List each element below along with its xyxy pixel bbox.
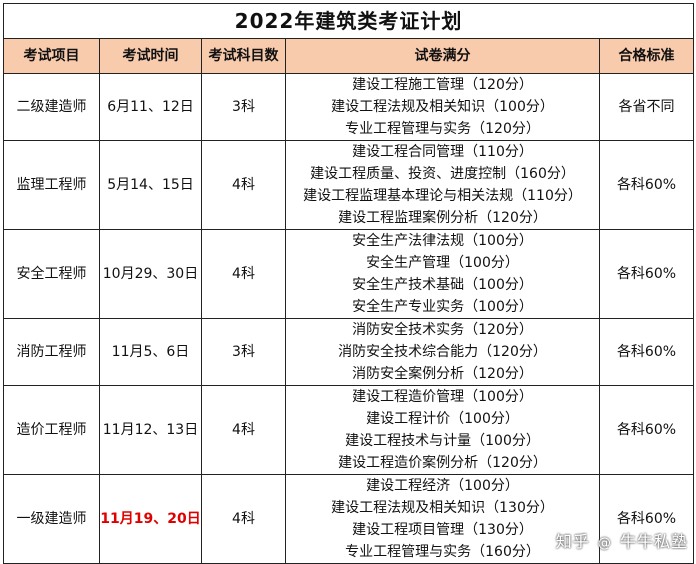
paper-list: 建设工程经济（100分） 建设工程法规及相关知识（130分） 建设工程项目管理（… bbox=[285, 474, 600, 564]
table-row: 监理工程师 5月14、15日 4科 建设工程合同管理（110分） 建设工程质量、… bbox=[3, 140, 694, 230]
title-row: 2022年建筑类考证计划 bbox=[3, 3, 694, 39]
paper-list: 建设工程造价管理（100分） 建设工程计价（100分） 建设工程技术与计量（10… bbox=[285, 385, 600, 475]
header-subject-count: 考试科目数 bbox=[201, 38, 286, 74]
pass-standard: 各科60% bbox=[599, 318, 694, 386]
header-exam-date: 考试时间 bbox=[99, 38, 202, 74]
paper-item: 建设工程造价案例分析（120分） bbox=[338, 455, 547, 471]
subject-count: 4科 bbox=[201, 474, 286, 564]
exam-date: 10月29、30日 bbox=[99, 229, 202, 319]
paper-item: 建设工程项目管理（130分） bbox=[352, 522, 533, 538]
table-row: 消防工程师 11月5、6日 3科 消防安全技术实务（120分） 消防安全技术综合… bbox=[3, 318, 694, 386]
paper-list: 建设工程施工管理（120分） 建设工程法规及相关知识（100分） 专业工程管理与… bbox=[285, 73, 600, 141]
header-row: 考试项目 考试时间 考试科目数 试卷满分 合格标准 bbox=[3, 38, 694, 74]
exam-name: 二级建造师 bbox=[3, 73, 100, 141]
pass-standard: 各科60% bbox=[599, 229, 694, 319]
watermark-site: 知乎 bbox=[555, 532, 590, 551]
paper-item: 安全生产法律法规（100分） bbox=[352, 233, 533, 249]
pass-standard: 各省不同 bbox=[599, 73, 694, 141]
exam-date-highlighted: 11月19、20日 bbox=[99, 474, 202, 564]
paper-item: 建设工程法规及相关知识（100分） bbox=[331, 99, 554, 115]
paper-item: 建设工程造价管理（100分） bbox=[352, 389, 533, 405]
paper-item: 安全生产管理（100分） bbox=[366, 255, 519, 271]
exam-date: 5月14、15日 bbox=[99, 140, 202, 230]
exam-date: 11月12、13日 bbox=[99, 385, 202, 475]
table-row: 二级建造师 6月11、12日 3科 建设工程施工管理（120分） 建设工程法规及… bbox=[3, 73, 694, 141]
paper-item: 建设工程施工管理（120分） bbox=[352, 77, 533, 93]
exam-name: 一级建造师 bbox=[3, 474, 100, 564]
paper-item: 建设工程合同管理（110分） bbox=[352, 144, 533, 160]
header-paper-scores: 试卷满分 bbox=[285, 38, 600, 74]
subject-count: 4科 bbox=[201, 229, 286, 319]
paper-item: 安全生产专业实务（100分） bbox=[352, 299, 533, 315]
exam-plan-table: 2022年建筑类考证计划 考试项目 考试时间 考试科目数 试卷满分 合格标准 二… bbox=[3, 3, 694, 564]
paper-list: 建设工程合同管理（110分） 建设工程质量、投资、进度控制（160分） 建设工程… bbox=[285, 140, 600, 230]
subject-count: 4科 bbox=[201, 385, 286, 475]
exam-name: 监理工程师 bbox=[3, 140, 100, 230]
paper-item: 消防安全技术综合能力（120分） bbox=[338, 344, 547, 360]
watermark: 知乎 @ 牛牛私塾 bbox=[556, 528, 688, 552]
exam-date: 11月5、6日 bbox=[99, 318, 202, 386]
exam-name: 造价工程师 bbox=[3, 385, 100, 475]
paper-item: 建设工程法规及相关知识（130分） bbox=[331, 500, 554, 516]
exam-date: 6月11、12日 bbox=[99, 73, 202, 141]
paper-item: 专业工程管理与实务（160分） bbox=[345, 544, 540, 560]
subject-count: 3科 bbox=[201, 73, 286, 141]
paper-item: 建设工程经济（100分） bbox=[366, 478, 519, 494]
paper-item: 消防安全技术实务（120分） bbox=[352, 322, 533, 338]
table-row: 一级建造师 11月19、20日 4科 建设工程经济（100分） 建设工程法规及相… bbox=[3, 474, 694, 564]
pass-standard: 各科60% bbox=[599, 140, 694, 230]
paper-item: 专业工程管理与实务（120分） bbox=[345, 121, 540, 137]
pass-standard: 各科60% bbox=[599, 474, 694, 564]
paper-item: 建设工程计价（100分） bbox=[366, 411, 519, 427]
pass-standard: 各科60% bbox=[599, 385, 694, 475]
paper-item: 建设工程技术与计量（100分） bbox=[345, 433, 540, 449]
table-row: 造价工程师 11月12、13日 4科 建设工程造价管理（100分） 建设工程计价… bbox=[3, 385, 694, 475]
table-row: 安全工程师 10月29、30日 4科 安全生产法律法规（100分） 安全生产管理… bbox=[3, 229, 694, 319]
paper-item: 安全生产技术基础（100分） bbox=[352, 277, 533, 293]
paper-item: 建设工程监理案例分析（120分） bbox=[338, 210, 547, 226]
subject-count: 4科 bbox=[201, 140, 286, 230]
paper-item: 建设工程质量、投资、进度控制（160分） bbox=[310, 166, 575, 182]
header-exam-item: 考试项目 bbox=[3, 38, 100, 74]
at-icon: @ bbox=[597, 536, 612, 551]
paper-item: 消防安全案例分析（120分） bbox=[352, 366, 533, 382]
exam-name: 安全工程师 bbox=[3, 229, 100, 319]
exam-name: 消防工程师 bbox=[3, 318, 100, 386]
paper-list: 消防安全技术实务（120分） 消防安全技术综合能力（120分） 消防安全案例分析… bbox=[285, 318, 600, 386]
table-title: 2022年建筑类考证计划 bbox=[3, 3, 694, 39]
paper-item: 建设工程监理基本理论与相关法规（110分） bbox=[303, 188, 582, 204]
header-pass-standard: 合格标准 bbox=[599, 38, 694, 74]
watermark-author: 牛牛私塾 bbox=[619, 532, 688, 551]
exam-plan-table-frame: 2022年建筑类考证计划 考试项目 考试时间 考试科目数 试卷满分 合格标准 二… bbox=[3, 3, 694, 564]
subject-count: 3科 bbox=[201, 318, 286, 386]
paper-list: 安全生产法律法规（100分） 安全生产管理（100分） 安全生产技术基础（100… bbox=[285, 229, 600, 319]
